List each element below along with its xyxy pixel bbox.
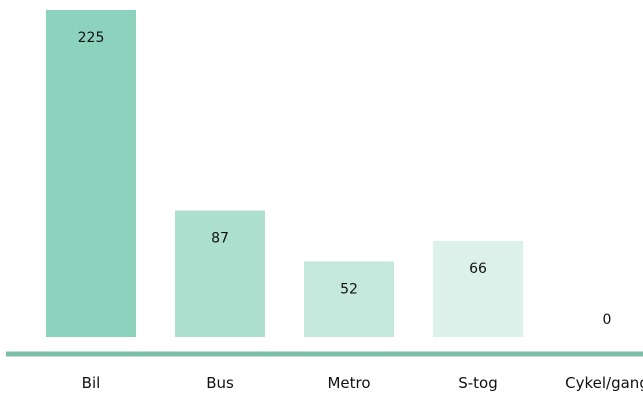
category-label: Bus [206,374,234,392]
value-labels-group: 225 87 52 66 0 [78,30,612,328]
bars-group [46,10,523,337]
category-label: Metro [327,374,370,392]
category-label: Bil [82,374,101,392]
bar-bus [175,210,265,337]
category-labels-group: Bil Bus Metro S-tog Cykel/gang [82,374,643,392]
value-label: 66 [469,261,487,277]
bar-metro [304,261,394,337]
category-label: Cykel/gang [565,374,643,392]
value-label: 87 [211,231,229,247]
value-label: 0 [603,312,612,328]
bar-s-tog [433,241,523,337]
value-label: 225 [78,30,105,46]
value-label: 52 [340,281,358,297]
category-label: S-tog [458,374,498,392]
bar-bil [46,10,136,337]
